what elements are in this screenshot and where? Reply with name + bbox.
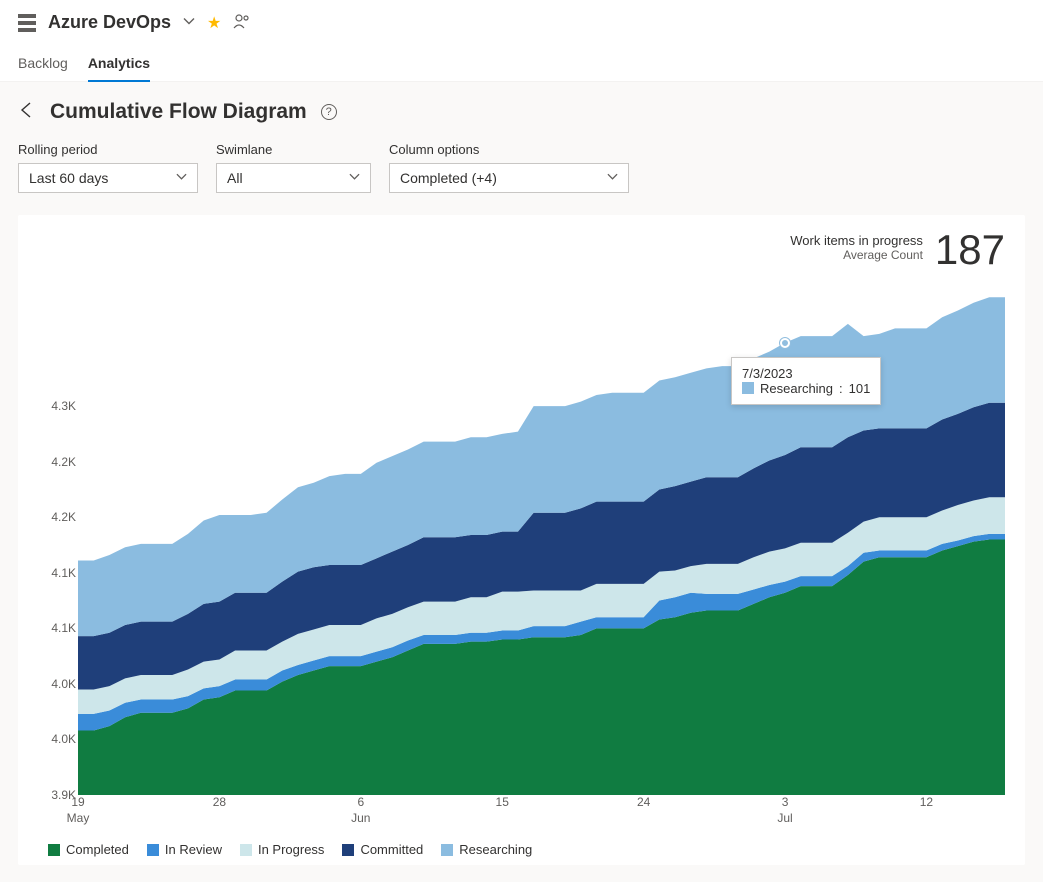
tab-analytics[interactable]: Analytics — [88, 49, 150, 81]
x-axis-tick: 19May — [67, 795, 90, 826]
x-axis-tick: 24 — [637, 795, 650, 811]
filter-column-options: Column options Completed (+4) — [389, 142, 629, 193]
legend-item[interactable]: In Progress — [240, 842, 324, 857]
chart-legend: Completed In Review In Progress Committed Re… — [48, 842, 532, 857]
y-axis-tick: 4.1K — [51, 621, 76, 635]
legend-swatch — [48, 844, 60, 856]
x-axis-tick: 6Jun — [351, 795, 370, 826]
chart-hover-marker — [780, 338, 790, 348]
kpi-value: 187 — [935, 229, 1005, 271]
filter-rolling-period: Rolling period Last 60 days — [18, 142, 198, 193]
page-title: Cumulative Flow Diagram — [50, 100, 307, 124]
back-arrow-icon[interactable] — [18, 101, 36, 124]
y-axis-tick: 4.0K — [51, 677, 76, 691]
legend-item[interactable]: Completed — [48, 842, 129, 857]
chart-y-axis: 3.9K4.0K4.0K4.1K4.1K4.2K4.2K4.3K — [36, 295, 76, 795]
help-icon[interactable]: ? — [321, 104, 337, 120]
legend-swatch — [342, 844, 354, 856]
legend-label: Completed — [66, 842, 129, 857]
y-axis-tick: 4.2K — [51, 455, 76, 469]
tabs: Backlog Analytics — [0, 41, 1043, 82]
legend-item[interactable]: In Review — [147, 842, 222, 857]
legend-swatch — [240, 844, 252, 856]
filters-row: Rolling period Last 60 days Swimlane All… — [18, 142, 1025, 193]
chevron-down-icon — [349, 171, 360, 185]
legend-label: Researching — [459, 842, 532, 857]
y-axis-tick: 4.2K — [51, 510, 76, 524]
y-axis-tick: 4.3K — [51, 399, 76, 413]
app-title-chevron-icon[interactable] — [183, 15, 195, 30]
page-title-row: Cumulative Flow Diagram ? — [18, 100, 1025, 124]
tab-backlog[interactable]: Backlog — [18, 49, 68, 81]
select-value: All — [227, 170, 243, 186]
x-axis-tick: 15 — [496, 795, 509, 811]
swimlane-select[interactable]: All — [216, 163, 371, 193]
select-value: Last 60 days — [29, 170, 108, 186]
favorite-star-icon[interactable]: ★ — [207, 13, 221, 33]
boards-icon — [18, 14, 36, 32]
kpi: Work items in progress Average Count 187 — [790, 229, 1005, 271]
select-value: Completed (+4) — [400, 170, 497, 186]
legend-label: Committed — [360, 842, 423, 857]
filter-swimlane: Swimlane All — [216, 142, 371, 193]
app-header: Azure DevOps ★ — [0, 0, 1043, 41]
y-axis-tick: 4.1K — [51, 566, 76, 580]
x-axis-tick: 12 — [920, 795, 933, 811]
kpi-label-2: Average Count — [843, 248, 923, 262]
app-title: Azure DevOps — [48, 12, 171, 33]
legend-swatch — [147, 844, 159, 856]
chart-x-axis: 19May286Jun15243Jul12 — [78, 795, 1005, 825]
legend-item[interactable]: Researching — [441, 842, 532, 857]
legend-label: In Progress — [258, 842, 324, 857]
y-axis-tick: 4.0K — [51, 732, 76, 746]
legend-item[interactable]: Committed — [342, 842, 423, 857]
filter-label: Swimlane — [216, 142, 371, 157]
x-axis-tick: 28 — [213, 795, 226, 811]
kpi-label-1: Work items in progress — [790, 233, 923, 248]
chevron-down-icon — [176, 171, 187, 185]
column-options-select[interactable]: Completed (+4) — [389, 163, 629, 193]
filter-label: Column options — [389, 142, 629, 157]
filter-label: Rolling period — [18, 142, 198, 157]
x-axis-tick: 3Jul — [777, 795, 792, 826]
page-body: Cumulative Flow Diagram ? Rolling period… — [0, 82, 1043, 882]
chart-card: Work items in progress Average Count 187… — [18, 215, 1025, 865]
chart-plot-area: 7/3/2023 Researching : 101 — [78, 295, 1005, 795]
chevron-down-icon — [607, 171, 618, 185]
team-icon[interactable] — [233, 12, 251, 33]
rolling-period-select[interactable]: Last 60 days — [18, 163, 198, 193]
legend-swatch — [441, 844, 453, 856]
legend-label: In Review — [165, 842, 222, 857]
